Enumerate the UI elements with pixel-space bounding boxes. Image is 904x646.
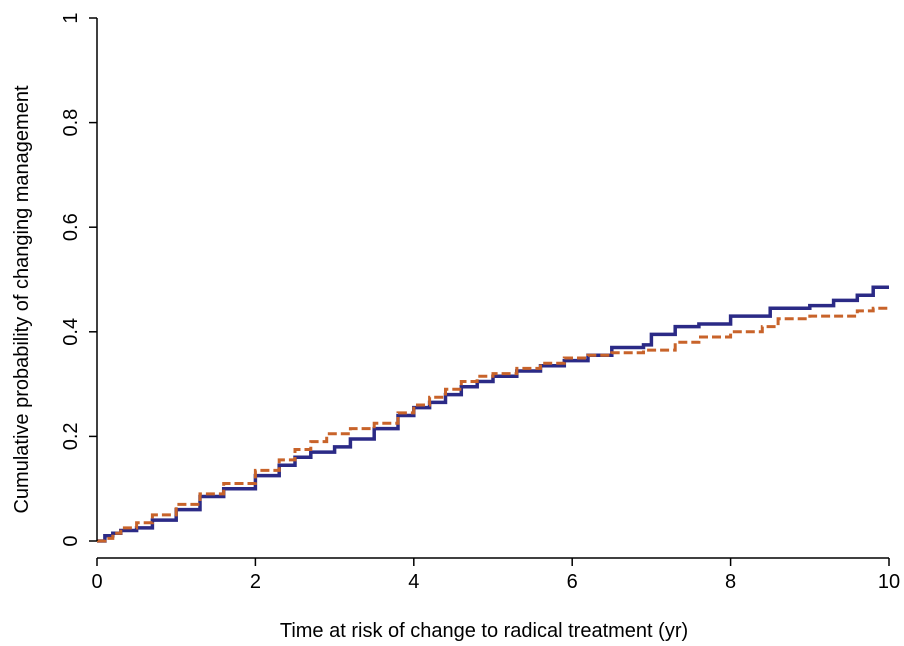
- y-tick-label: 0.2: [60, 422, 82, 450]
- x-tick-label: 0: [91, 571, 102, 593]
- x-tick-label: 4: [408, 571, 419, 593]
- plot-area: [97, 285, 889, 543]
- y-axis-title: Cumulative probability of changing manag…: [11, 85, 33, 513]
- series-line-2: [97, 306, 889, 543]
- axes: 0 2 4 6 8 10 0 0.2 0.4 0.6 0.8 1: [60, 12, 900, 593]
- x-tick-label: 2: [250, 571, 261, 593]
- series-line-1: [97, 285, 889, 543]
- y-tick-label: 0.8: [60, 109, 82, 137]
- x-tick-label: 10: [878, 571, 900, 593]
- x-axis-title: Time at risk of change to radical treatm…: [280, 620, 688, 642]
- y-tick-label: 0.6: [60, 213, 82, 241]
- x-tick-label: 8: [725, 571, 736, 593]
- y-tick-label: 1: [60, 12, 82, 23]
- y-tick-label: 0.4: [60, 318, 82, 346]
- x-tick-label: 6: [567, 571, 578, 593]
- y-tick-label: 0: [60, 535, 82, 546]
